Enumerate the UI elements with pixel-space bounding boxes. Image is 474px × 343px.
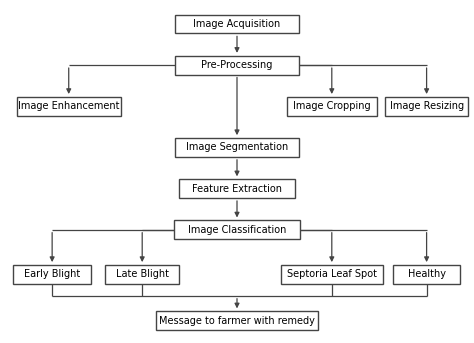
- FancyBboxPatch shape: [281, 265, 383, 284]
- FancyBboxPatch shape: [287, 97, 377, 116]
- Text: Late Blight: Late Blight: [116, 269, 169, 280]
- FancyBboxPatch shape: [175, 138, 299, 157]
- Text: Early Blight: Early Blight: [24, 269, 80, 280]
- FancyBboxPatch shape: [175, 56, 299, 74]
- FancyBboxPatch shape: [175, 14, 299, 34]
- Text: Septoria Leaf Spot: Septoria Leaf Spot: [287, 269, 377, 280]
- Text: Image Cropping: Image Cropping: [293, 101, 371, 111]
- Text: Healthy: Healthy: [408, 269, 446, 280]
- Text: Image Resizing: Image Resizing: [390, 101, 464, 111]
- Text: Pre-Processing: Pre-Processing: [201, 60, 273, 70]
- Text: Message to farmer with remedy: Message to farmer with remedy: [159, 316, 315, 326]
- FancyBboxPatch shape: [17, 97, 121, 116]
- FancyBboxPatch shape: [385, 97, 468, 116]
- Text: Image Acquisition: Image Acquisition: [193, 19, 281, 29]
- FancyBboxPatch shape: [105, 265, 179, 284]
- Text: Feature Extraction: Feature Extraction: [192, 184, 282, 194]
- FancyBboxPatch shape: [156, 311, 318, 330]
- FancyBboxPatch shape: [174, 221, 300, 239]
- Text: Image Enhancement: Image Enhancement: [18, 101, 119, 111]
- FancyBboxPatch shape: [13, 265, 91, 284]
- FancyBboxPatch shape: [393, 265, 460, 284]
- FancyBboxPatch shape: [179, 179, 295, 198]
- Text: Image Segmentation: Image Segmentation: [186, 142, 288, 153]
- Text: Image Classification: Image Classification: [188, 225, 286, 235]
